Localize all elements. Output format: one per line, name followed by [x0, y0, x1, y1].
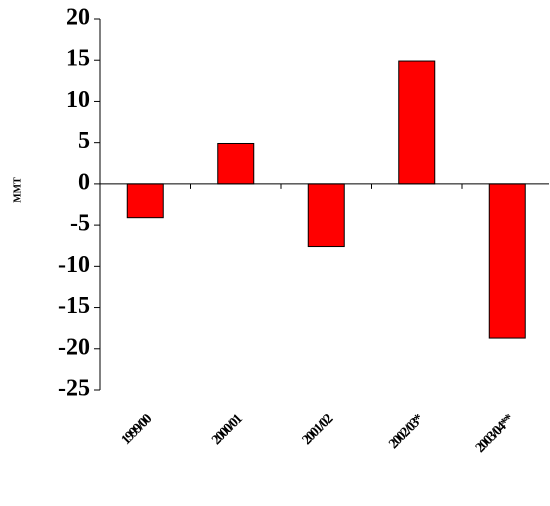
y-tick-label: 0 — [78, 169, 90, 195]
y-tick-label: 20 — [66, 5, 90, 31]
x-tick-label: 1999/00 — [119, 411, 156, 448]
x-tick-label: 2000/01 — [209, 411, 246, 448]
y-tick-label: -5 — [70, 211, 90, 237]
x-tick-label: 2001/02 — [300, 411, 337, 448]
y-tick-label: -25 — [58, 376, 90, 402]
y-tick-label: 15 — [66, 46, 90, 72]
bar — [217, 142, 255, 185]
bar — [307, 183, 345, 248]
bar — [488, 183, 526, 339]
x-tick-label: 2003/04** — [473, 411, 517, 455]
y-tick-label: -15 — [58, 293, 90, 319]
y-tick-label: 10 — [66, 87, 90, 113]
y-tick-label: -10 — [58, 252, 90, 278]
y-tick-label: 5 — [78, 128, 90, 154]
y-axis-label: MMT — [12, 177, 23, 203]
bar — [398, 60, 436, 185]
y-tick-label: -20 — [58, 334, 90, 360]
bar — [126, 183, 164, 219]
x-tick-label: 2002/03* — [386, 411, 427, 452]
